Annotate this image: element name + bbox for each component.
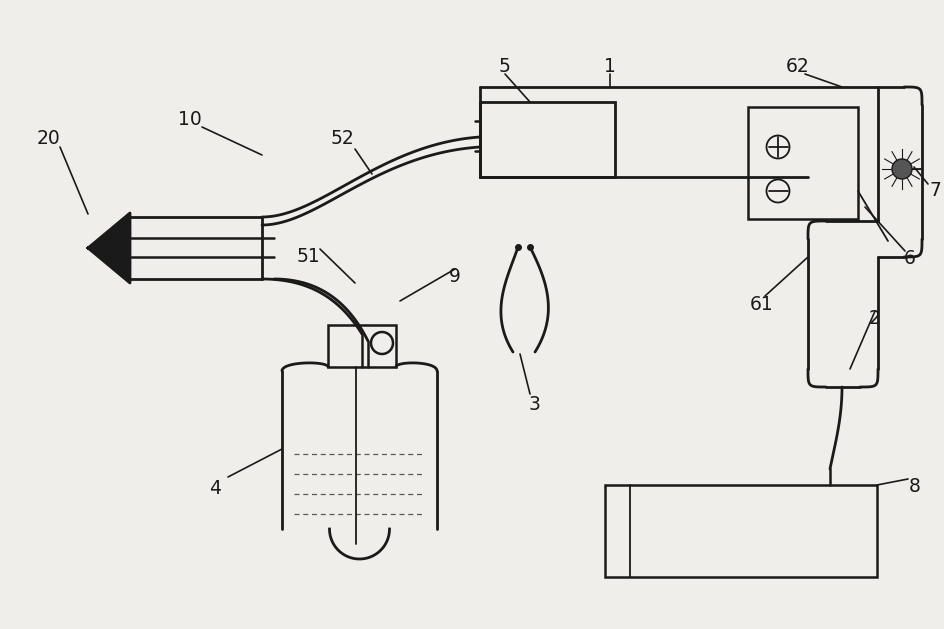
Bar — [604, 485, 876, 577]
Bar — [748, 107, 857, 219]
Text: 1: 1 — [603, 57, 615, 77]
Text: 62: 62 — [785, 57, 809, 77]
Text: 6: 6 — [903, 250, 915, 269]
Text: 9: 9 — [448, 267, 461, 286]
Circle shape — [891, 159, 911, 179]
Bar — [480, 102, 615, 177]
Text: 5: 5 — [498, 57, 511, 77]
Polygon shape — [88, 213, 130, 283]
Text: 52: 52 — [329, 130, 353, 148]
Bar — [328, 325, 396, 367]
Text: 20: 20 — [36, 130, 59, 148]
Text: 2: 2 — [868, 309, 880, 328]
Text: 61: 61 — [750, 294, 773, 313]
Text: 3: 3 — [529, 394, 540, 413]
Text: 8: 8 — [908, 477, 920, 496]
Text: 10: 10 — [177, 109, 202, 128]
Text: 4: 4 — [209, 479, 221, 499]
Text: 7: 7 — [928, 182, 940, 201]
Text: 51: 51 — [295, 247, 319, 267]
